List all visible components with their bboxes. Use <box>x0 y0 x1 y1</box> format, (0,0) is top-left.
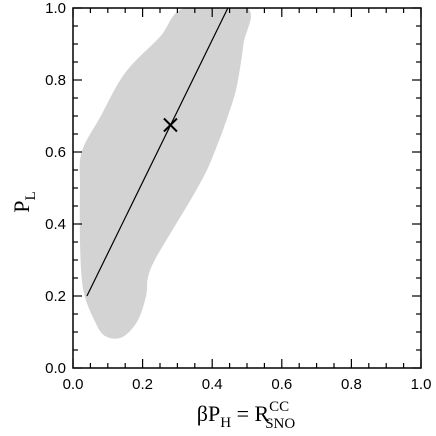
y-tick-label: 0.6 <box>45 144 66 161</box>
solution-line <box>86 7 229 297</box>
plot-area <box>79 7 251 339</box>
x-tick-label: 0.2 <box>132 376 153 393</box>
x-tick-label: 0.8 <box>341 376 362 393</box>
x-tick-label: 0.0 <box>63 376 84 393</box>
y-tick-label: 1.0 <box>45 0 66 17</box>
x-axis-label-sup: CC <box>269 399 289 415</box>
y-tick-label: 0.4 <box>45 216 66 233</box>
best-fit-marker <box>163 117 178 133</box>
x-tick-label: 1.0 <box>411 376 432 393</box>
y-axis-label: PL <box>9 191 39 212</box>
x-axis-label-main: βP <box>197 401 220 426</box>
y-axis-label-sub: L <box>23 191 39 200</box>
y-tick-label: 0.0 <box>45 360 66 377</box>
x-tick-label: 0.4 <box>202 376 223 393</box>
x-axis-label-main-sub: H <box>220 415 231 431</box>
y-tick-label: 0.2 <box>45 288 66 305</box>
y-tick-label: 0.8 <box>45 72 66 89</box>
x-tick-label: 0.6 <box>271 376 292 393</box>
x-axis-label-eq: = R <box>231 401 269 426</box>
x-axis-label: βPH = RCC SNO <box>197 399 296 432</box>
best-fit-marker-stroke <box>163 117 178 133</box>
allowed-region <box>79 8 251 339</box>
axis-ticks: 0.0 0.2 0.4 0.6 0.8 1.0 0.0 0.2 0.4 0.6 0.8 1.0 <box>45 0 431 393</box>
y-axis-label-main: P <box>9 200 34 212</box>
x-axis-label-sub: SNO <box>265 416 295 432</box>
